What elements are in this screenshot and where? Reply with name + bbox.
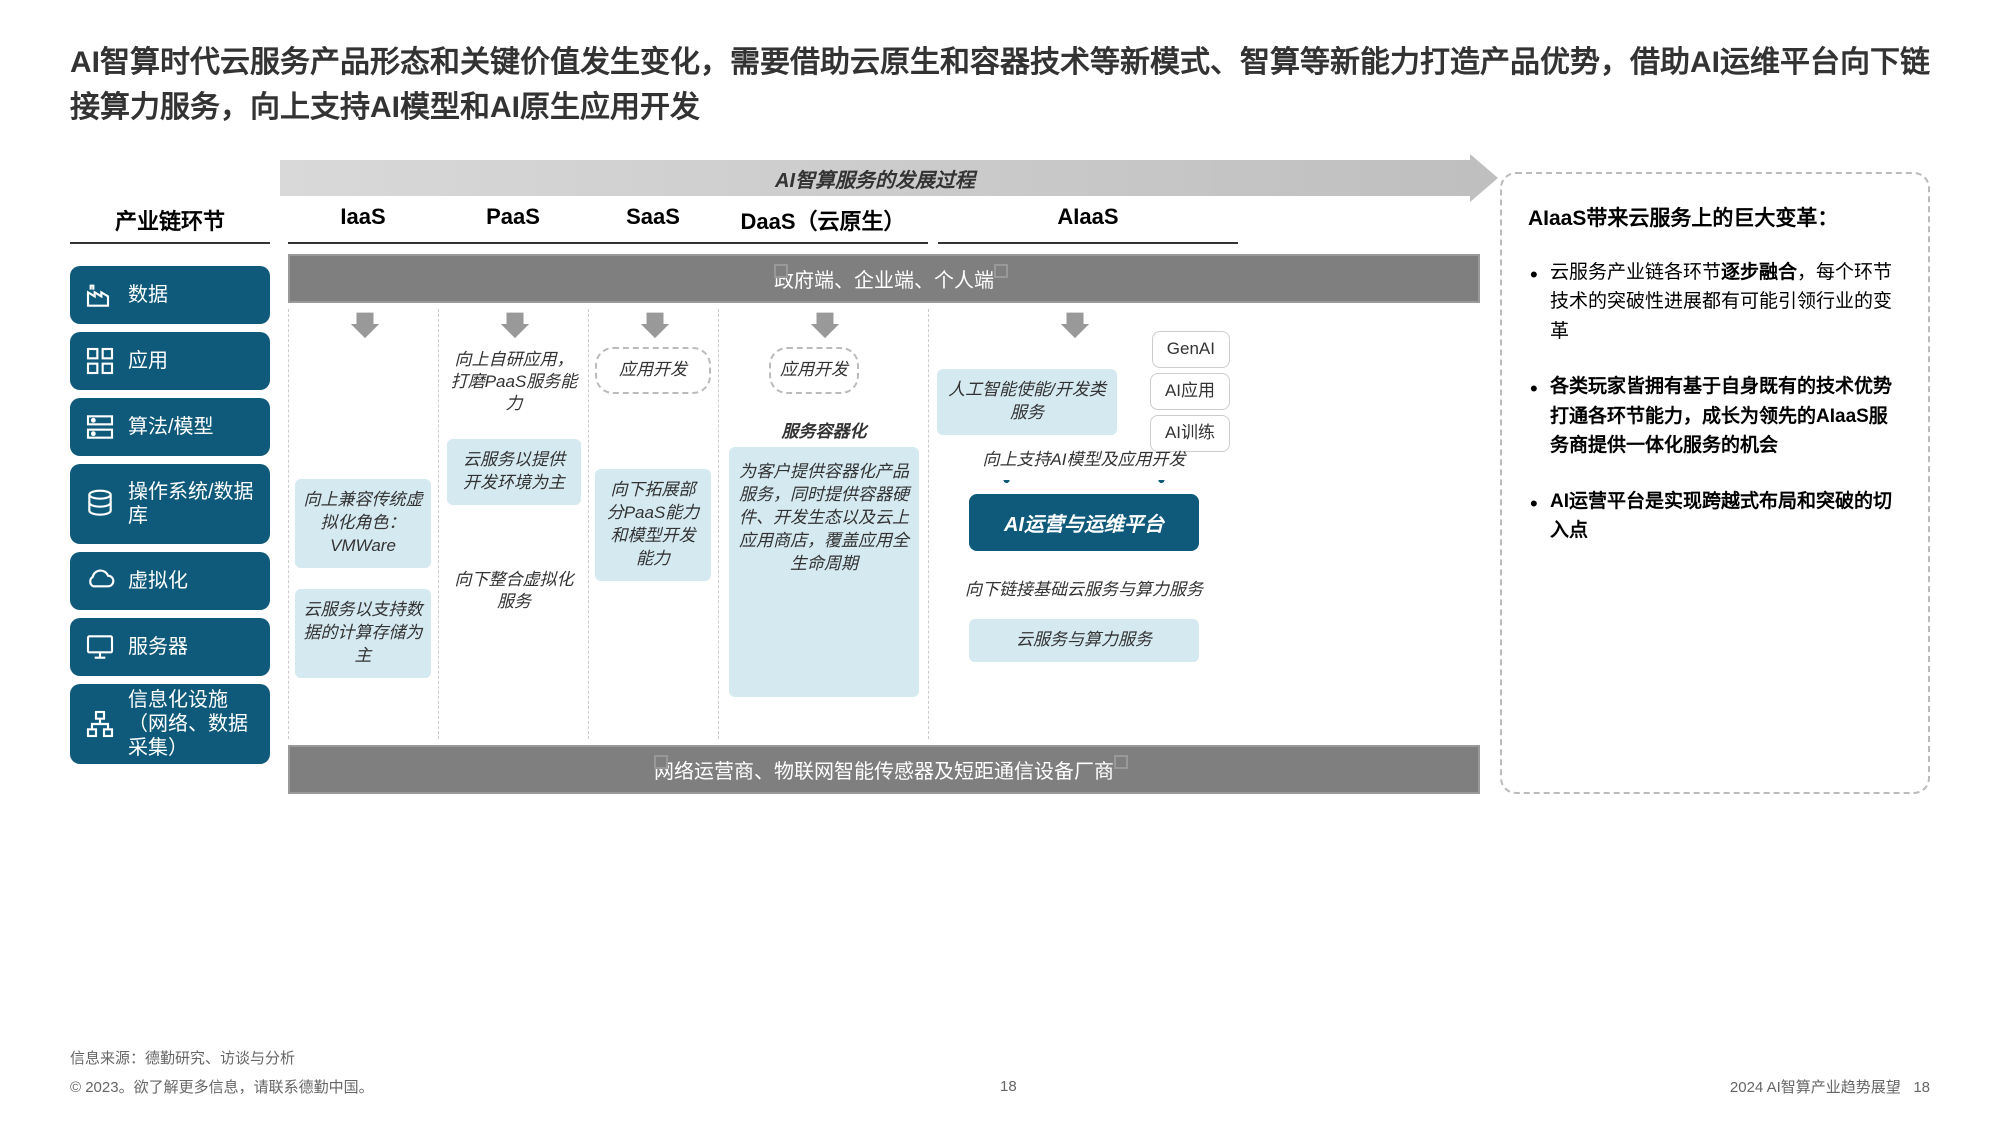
iaas-down-box: 云服务以支持数据的计算存储为主: [295, 589, 431, 678]
col-header: SaaS: [588, 204, 718, 244]
footer-right: 2024 AI智算产业趋势展望: [1730, 1079, 1901, 1096]
col-header: DaaS（云原生）: [718, 204, 928, 244]
page-number-center: 18: [1000, 1078, 1017, 1095]
saas-cloud: 应用开发: [595, 347, 711, 394]
grid-icon: [84, 345, 116, 377]
top-bar: 政府端、企业端、个人端: [288, 254, 1480, 303]
right-panel-item: 各类玩家皆拥有基于自身既有的技术优势打通各环节能力，成长为领先的AIaaS服务商…: [1528, 372, 1902, 460]
right-panel-item: AI运营平台是实现跨越式布局和突破的切入点: [1528, 487, 1902, 546]
footer-source: 信息来源：德勤研究、访谈与分析: [70, 1047, 1930, 1068]
network-icon: [84, 708, 116, 740]
footer-copyright: © 2023。欲了解更多信息，请联系德勤中国。: [70, 1076, 374, 1097]
pill-data: 数据: [70, 266, 270, 324]
daas-body-box: 为客户提供容器化产品服务，同时提供容器硬件、开发生态以及云上应用商店，覆盖应用全…: [729, 447, 919, 697]
aiaas-platform-splash: AI运营与运维平台: [969, 494, 1199, 551]
aiaas-svc-box: 人工智能使能/开发类服务: [937, 369, 1117, 435]
bottom-bar: 网络运营商、物联网智能传感器及短距通信设备厂商: [288, 745, 1480, 794]
daas-title: 服务容器化: [729, 421, 919, 443]
server-icon: [84, 411, 116, 443]
monitor-icon: [84, 631, 116, 663]
aiaas-label: AI应用: [1150, 373, 1230, 410]
side-pills: 数据 应用 算法/模型 操作系统/数据库 虚拟化 服务器 信息化设施（网络、数据…: [70, 254, 270, 794]
page-title: AI智算时代云服务产品形态和关键价值发生变化，需要借助云原生和容器技术等新模式、…: [70, 40, 1930, 130]
col-header: PaaS: [438, 204, 588, 244]
aiaas-up-note: 向上支持AI模型及应用开发: [949, 449, 1219, 471]
aiaas-label: GenAI: [1152, 331, 1230, 368]
right-panel: AIaaS带来云服务上的巨大变革： 云服务产业链各环节逐步融合，每个环节技术的突…: [1500, 172, 1930, 794]
aiaas-label: AI训练: [1150, 415, 1230, 452]
paas-mid-box: 云服务以提供开发环境为主: [447, 439, 581, 505]
pill-algo: 算法/模型: [70, 398, 270, 456]
daas-cloud: 应用开发: [769, 347, 859, 394]
saas-down-box: 向下拓展部分PaaS能力和模型开发能力: [595, 469, 711, 581]
right-panel-item: 云服务产业链各环节逐步融合，每个环节技术的突破性进展都有可能引领行业的变革: [1528, 258, 1902, 346]
col-header: IaaS: [288, 204, 438, 244]
aiaas-down-note: 向下链接基础云服务与算力服务: [949, 579, 1219, 601]
pill-server: 服务器: [70, 618, 270, 676]
column-headers: 产业链环节 IaaS PaaS SaaS DaaS（云原生） AIaaS: [70, 204, 1480, 244]
database-icon: [84, 488, 116, 520]
pill-infra: 信息化设施（网络、数据采集）: [70, 684, 270, 764]
footer-page: 18: [1913, 1079, 1930, 1096]
process-arrow: AI智算服务的发展过程: [280, 160, 1470, 196]
col-header: AIaaS: [938, 204, 1238, 244]
pill-app: 应用: [70, 332, 270, 390]
aiaas-bottom-box: 云服务与算力服务: [969, 619, 1199, 662]
pill-os: 操作系统/数据库: [70, 464, 270, 544]
cloud-icon: [84, 565, 116, 597]
right-panel-title: AIaaS带来云服务上的巨大变革：: [1528, 202, 1902, 232]
iaas-up-box: 向上兼容传统虚拟化角色：VMWare: [295, 479, 431, 568]
paas-up-note: 向上自研应用，打磨PaaS服务能力: [447, 349, 581, 415]
diagram: AI智算服务的发展过程 产业链环节 IaaS PaaS SaaS DaaS（云原…: [70, 160, 1480, 794]
paas-down-note: 向下整合虚拟化服务: [447, 569, 581, 613]
col-header: 产业链环节: [70, 204, 270, 244]
factory-icon: [84, 279, 116, 311]
pill-virt: 虚拟化: [70, 552, 270, 610]
